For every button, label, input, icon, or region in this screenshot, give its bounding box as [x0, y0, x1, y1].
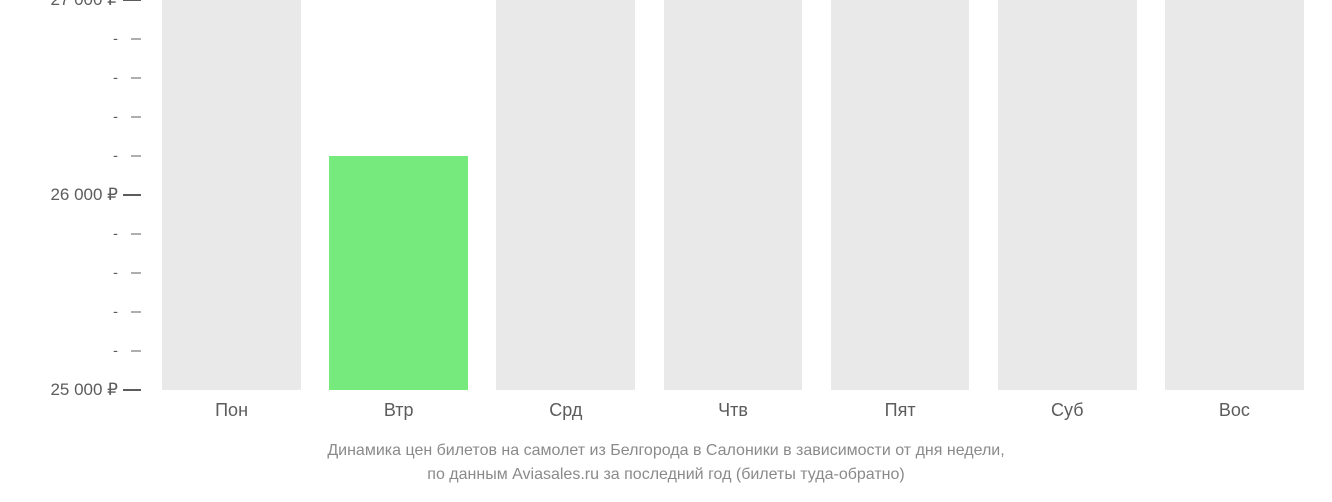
y-axis-minor-tick: [131, 273, 141, 274]
bar-Суб: [998, 0, 1137, 390]
bar-Пон: [162, 0, 301, 390]
y-axis-minor-label: -: [113, 265, 118, 282]
y-axis-minor-tick: [131, 78, 141, 79]
y-axis-minor-label: -: [113, 226, 118, 243]
bar-Чтв: [664, 0, 803, 390]
plot-area: [148, 0, 1318, 390]
y-axis-label: 26 000 ₽: [50, 185, 118, 205]
y-axis-minor-tick: [131, 312, 141, 313]
y-axis-minor-label: -: [113, 70, 118, 87]
bar-Втр: [329, 156, 468, 390]
x-axis-label: Суб: [1051, 400, 1084, 421]
y-axis-label: 25 000 ₽: [50, 380, 118, 400]
y-axis-minor-label: -: [113, 343, 118, 360]
chart-caption-line1: Динамика цен билетов на самолет из Белго…: [0, 442, 1332, 460]
y-axis-label: 27 000 ₽: [50, 0, 118, 10]
bar-Вос: [1165, 0, 1304, 390]
y-axis-minor-tick: [131, 39, 141, 40]
y-axis-minor-tick: [131, 156, 141, 157]
x-axis-label: Пят: [885, 400, 916, 421]
y-axis-major-tick: [123, 389, 141, 391]
x-axis-label: Чтв: [718, 400, 748, 421]
x-axis-label: Срд: [549, 400, 582, 421]
bar-Пят: [831, 0, 970, 390]
y-axis-minor-label: -: [113, 31, 118, 48]
y-axis-major-tick: [123, 0, 141, 1]
x-axis-label: Вос: [1219, 400, 1250, 421]
y-axis-minor-label: -: [113, 304, 118, 321]
x-axis-label: Втр: [384, 400, 414, 421]
y-axis-minor-label: -: [113, 109, 118, 126]
y-axis-minor-label: -: [113, 148, 118, 165]
y-axis-major-tick: [123, 194, 141, 196]
chart-caption-line2: по данным Aviasales.ru за последний год …: [0, 466, 1332, 484]
y-axis-minor-tick: [131, 234, 141, 235]
y-axis-minor-tick: [131, 117, 141, 118]
price-by-weekday-chart: 25 000 ₽ 26 000 ₽ 27 000 ₽ - - - - - - - - Пон Втр С…: [0, 0, 1332, 502]
y-axis-minor-tick: [131, 351, 141, 352]
bar-Срд: [496, 0, 635, 390]
x-axis-label: Пон: [215, 400, 248, 421]
